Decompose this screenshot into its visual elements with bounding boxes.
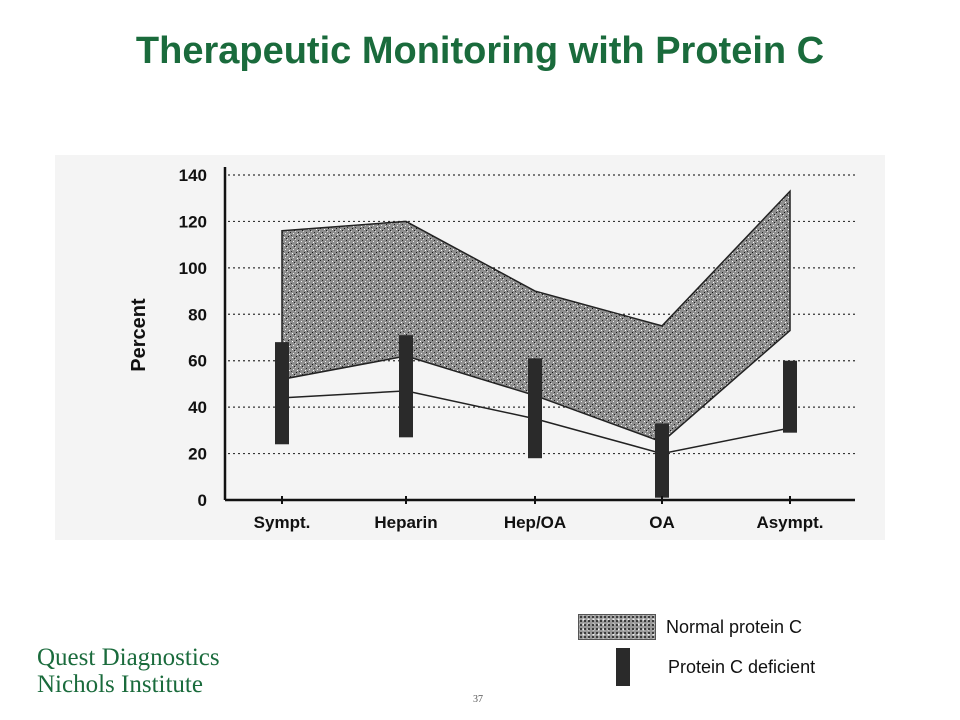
y-axis-label: Percent [128,298,150,372]
logo-line-1: Quest Diagnostics [37,644,220,671]
x-tick-label: Hep/OA [504,513,566,532]
normal-protein-c-band [281,189,791,443]
protein-c-chart: 0 20 40 60 80 100 120 140 Sympt. Heparin Hep/OA OA A… [55,155,885,540]
deficient-range-bar [528,358,542,459]
x-tick-label: Heparin [374,513,437,532]
legend-item-normal: Normal protein C [578,614,802,640]
slide-title: Therapeutic Monitoring with Protein C [135,30,825,72]
y-tick-label: 80 [188,305,207,324]
y-tick-label: 120 [179,212,207,231]
company-logo: Quest Diagnostics Nichols Institute [37,644,220,698]
x-tick-label: OA [649,513,675,532]
x-tick-label: Sympt. [254,513,311,532]
deficient-swatch [616,648,630,686]
x-tick-label: Asympt. [756,513,823,532]
legend-item-deficient: Protein C deficient [578,648,815,686]
y-tick-label: 0 [198,491,207,510]
deficient-range-bar [783,360,797,433]
deficient-range-bar [275,342,289,445]
legend: Normal protein C Protein C deficient [578,612,878,692]
y-tick-label: 60 [188,352,207,371]
chart-svg: 0 20 40 60 80 100 120 140 Sympt. Heparin Hep/OA OA A… [55,155,885,540]
legend-deficient-label: Protein C deficient [668,656,816,677]
page-number: 37 [473,694,483,705]
logo-line-2: Nichols Institute [37,671,203,698]
normal-swatch [578,614,656,640]
y-tick-label: 20 [188,445,207,464]
deficient-range-bar [399,335,413,438]
y-tick-label: 40 [188,398,207,417]
y-tick-label: 140 [179,166,207,185]
y-tick-label: 100 [179,259,207,278]
deficient-range-bar [655,423,669,498]
legend-normal-label: Normal protein C [666,616,803,637]
